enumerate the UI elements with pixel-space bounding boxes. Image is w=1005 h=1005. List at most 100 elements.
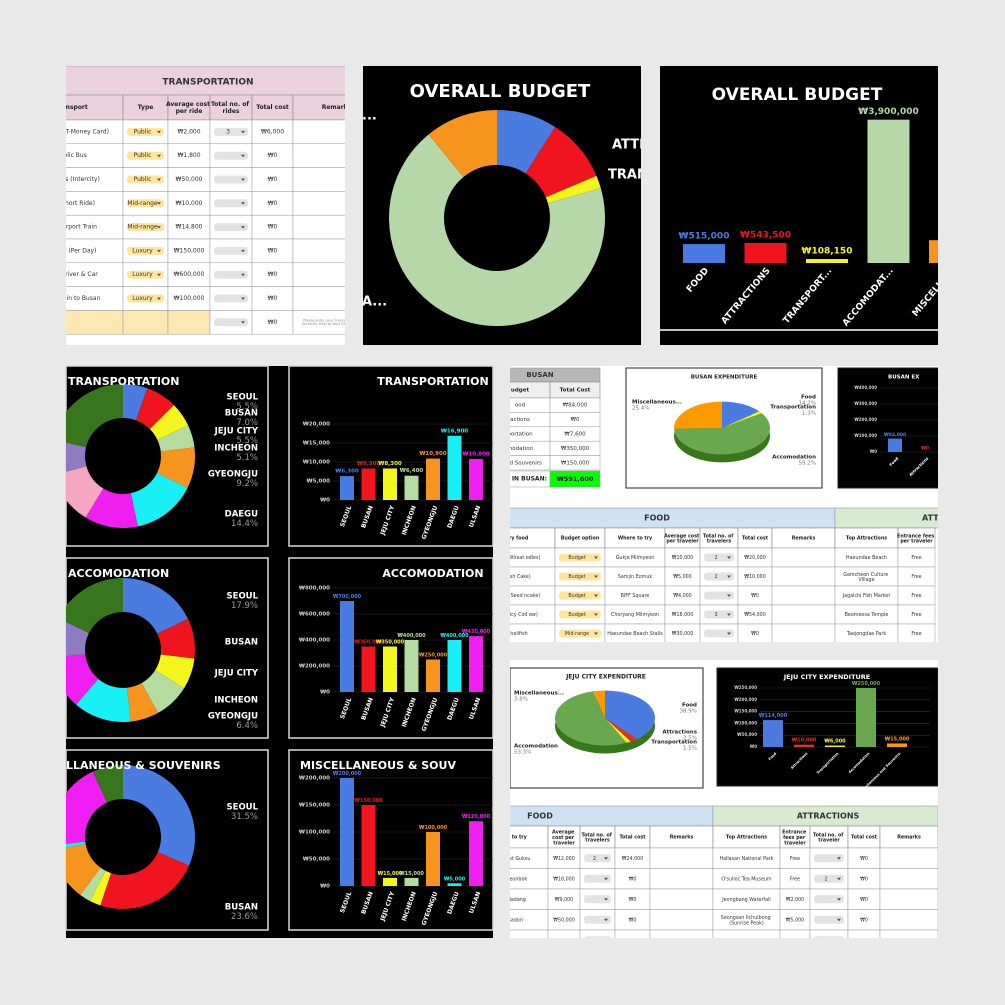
dropdown[interactable] — [214, 294, 248, 303]
slice-label: Food — [801, 395, 816, 401]
dropdown[interactable] — [584, 915, 611, 924]
column-header: Entrance fees per traveler — [782, 829, 808, 846]
dropdown[interactable] — [584, 895, 611, 904]
dropdown[interactable] — [704, 610, 734, 619]
bar — [383, 468, 397, 500]
slice — [554, 691, 627, 746]
slice — [149, 405, 189, 440]
value-label: ₩430,000 — [462, 629, 491, 635]
dropdown-arrow — [157, 226, 161, 229]
dropdown[interactable] — [127, 127, 164, 136]
cell-text: ghyost Guksu — [498, 856, 531, 862]
slice — [141, 670, 185, 713]
cell-text: ₩10,000 — [672, 555, 694, 561]
dropdown[interactable] — [214, 175, 248, 184]
cell-text: ₩0 — [629, 876, 637, 882]
cell-text: tteok (Seed ncake) — [495, 593, 541, 599]
dropdown[interactable] — [559, 629, 601, 638]
dropdown[interactable] — [214, 318, 248, 327]
cell-text: ₩150,000 — [174, 247, 205, 254]
table-cell — [649, 847, 714, 869]
dropdown-arrow — [241, 249, 245, 253]
dropdown[interactable] — [814, 936, 844, 944]
cell-text: 3 — [714, 612, 717, 618]
dropdown[interactable] — [814, 915, 844, 924]
dropdown[interactable] — [127, 246, 164, 255]
dropdown[interactable] — [704, 553, 734, 562]
table-cell — [122, 310, 169, 335]
cell-text: (Fish Cake) — [504, 574, 531, 580]
slice-value-label: 5.5% — [236, 436, 258, 446]
cell-text: ₩0 — [629, 897, 637, 903]
dropdown[interactable] — [559, 553, 601, 562]
cell-text: ₩4,000 — [786, 938, 804, 944]
y-tick-label: ₩0 — [320, 690, 330, 696]
cell-text: ₩54,000 — [744, 612, 766, 618]
dropdown[interactable] — [214, 223, 248, 232]
table-cell — [510, 929, 549, 938]
slice — [123, 578, 188, 634]
dropdown[interactable] — [559, 591, 601, 600]
dropdown[interactable] — [584, 854, 611, 863]
dropdown[interactable] — [214, 127, 248, 136]
cell-text: ₩24,000 — [622, 856, 644, 862]
cell-text: Shellfish — [507, 631, 527, 637]
dropdown[interactable] — [127, 223, 164, 232]
dropdown[interactable] — [127, 199, 164, 208]
slice-label: Accomodation — [772, 455, 816, 461]
dropdown[interactable] — [127, 151, 164, 160]
total-cell — [549, 470, 601, 488]
table-cell — [649, 929, 714, 938]
chart-title: MISCELLANEOUS & SOUV — [300, 759, 456, 772]
table-cell — [579, 929, 616, 938]
table-cell — [649, 888, 714, 910]
dropdown[interactable] — [814, 854, 844, 863]
chart-title: JEJU CITY EXPENDITURE — [565, 674, 646, 681]
y-tick-label: ₩100,000 — [734, 720, 757, 725]
table-cell — [779, 929, 811, 938]
dropdown[interactable] — [127, 270, 164, 279]
dropdown[interactable] — [214, 270, 248, 279]
dropdown[interactable] — [214, 246, 248, 255]
column-header: Average cost per ride — [166, 101, 212, 115]
slice — [80, 867, 106, 901]
dropdown[interactable] — [214, 151, 248, 160]
cell-text: ₩0 — [860, 917, 868, 923]
dropdown[interactable] — [704, 629, 734, 638]
dropdown[interactable] — [814, 895, 844, 904]
dropdown[interactable] — [814, 874, 844, 883]
slice-label: INCHEON — [214, 696, 258, 706]
slice-label: ... — [362, 109, 377, 124]
dropdown[interactable] — [127, 175, 164, 184]
cell-text: Beomeosa Temple — [845, 612, 889, 618]
cell-text: Hallasan National Park — [719, 856, 773, 862]
dropdown[interactable] — [584, 874, 611, 883]
dropdown-arrow — [727, 613, 731, 616]
dropdown[interactable] — [704, 591, 734, 600]
cell-text: ullet Train to Busan — [43, 295, 101, 302]
y-tick-label: ₩0 — [320, 498, 330, 504]
dropdown[interactable] — [214, 199, 248, 208]
chart-title: LLANEOUS & SOUVENIRS — [66, 759, 221, 772]
dropdown[interactable] — [704, 572, 734, 581]
dropdown[interactable] — [559, 610, 601, 619]
slice — [157, 425, 195, 452]
cell-text: Public — [134, 176, 152, 183]
cell-text: ₩84,000 — [563, 403, 588, 409]
cell-text: Gamcheon Culture Village — [843, 571, 889, 582]
table-cell — [771, 547, 836, 568]
column-header: ere to try — [501, 835, 527, 841]
dropdown[interactable] — [584, 936, 611, 944]
dropdown-arrow — [157, 154, 161, 158]
bar — [744, 243, 787, 263]
table-cell — [614, 929, 651, 938]
cell-text: Budget — [568, 612, 585, 618]
dropdown[interactable] — [127, 294, 164, 303]
busan-panel: BUSAN udget Total Cost ood ₩84,000 actions ₩0 p… — [495, 367, 939, 642]
bar — [361, 646, 376, 692]
y-tick-label: ₩200,000 — [734, 697, 757, 702]
table-title: ATT — [922, 514, 939, 523]
chart-title: JEJU CITY EXPENDITURE — [783, 673, 870, 681]
dropdown[interactable] — [559, 572, 601, 581]
value-label: ₩15,000 — [378, 871, 403, 877]
